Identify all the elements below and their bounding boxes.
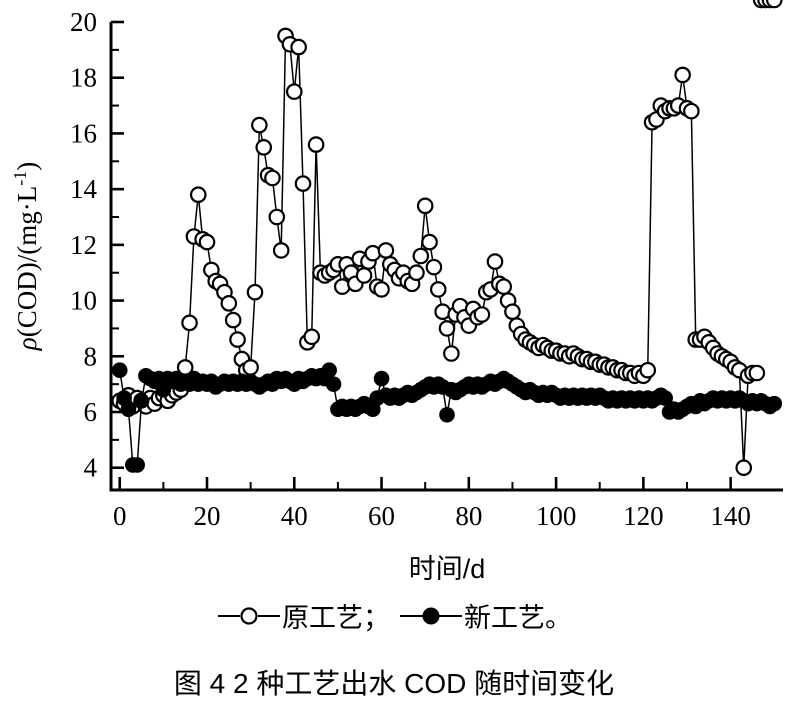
axis-titles-layer: 时间/d ρ(COD)/(mg·L-1) xyxy=(10,162,485,580)
y-tick-label: 14 xyxy=(70,174,98,204)
data-point xyxy=(425,258,443,276)
y-tick-label: 12 xyxy=(70,230,97,260)
y-tick-label: 4 xyxy=(84,453,98,483)
data-point xyxy=(189,186,207,204)
data-point xyxy=(268,208,286,226)
data-point xyxy=(303,328,321,346)
data-point xyxy=(438,320,456,337)
cod-vs-time-chart: 4 6 8 10 12 14 16 18 20 0 20 40 60 80 100 120 140 时间/d ρ(… xyxy=(10,0,783,580)
legend-marker-filled-circle xyxy=(400,607,462,624)
y-tick-label: 8 xyxy=(84,341,98,371)
data-point xyxy=(434,303,451,321)
data-point xyxy=(639,361,657,379)
data-point xyxy=(504,303,521,321)
legend-label-new: 新工艺。 xyxy=(464,603,572,633)
data-point xyxy=(290,38,307,56)
x-tick-label: 100 xyxy=(536,501,577,531)
data-point xyxy=(242,359,259,376)
data-point xyxy=(439,406,455,423)
data-point xyxy=(421,233,438,251)
data-point xyxy=(285,83,303,100)
y-axis-title: ρ(COD)/(mg·L-1) xyxy=(10,162,42,351)
y-tick-label: 6 xyxy=(84,397,98,427)
data-point xyxy=(220,295,238,312)
data-point xyxy=(473,306,491,323)
legend-label-original: 原工艺； xyxy=(282,603,390,633)
data-point xyxy=(255,139,273,156)
y-tick-label: 10 xyxy=(70,286,97,316)
data-point xyxy=(429,281,447,298)
data-point xyxy=(133,393,150,409)
x-tick-label: 80 xyxy=(455,501,482,531)
data-point xyxy=(321,362,337,379)
data-point xyxy=(272,242,290,259)
data-point xyxy=(748,364,766,382)
data-point xyxy=(111,362,128,379)
data-point xyxy=(416,197,434,215)
data-point xyxy=(766,395,783,412)
figure-caption: 图 4 2 种工艺出水 COD 随时间变化 xyxy=(173,668,615,699)
series-original xyxy=(111,0,783,477)
data-point xyxy=(364,244,382,262)
data-point xyxy=(251,116,268,134)
chart-plot-area: 4 6 8 10 12 14 16 18 20 0 20 40 60 80 100 120 140 时间/d ρ(… xyxy=(10,0,783,580)
x-tick-label: 0 xyxy=(113,501,127,531)
data-point xyxy=(408,264,425,282)
series-new xyxy=(111,362,783,473)
legend-marker-open-circle xyxy=(218,606,280,625)
data-point xyxy=(120,401,137,418)
data-point xyxy=(443,345,460,362)
y-tick-label: 18 xyxy=(70,63,97,93)
data-point xyxy=(246,283,264,301)
y-tick-label: 16 xyxy=(70,118,97,148)
axes-layer xyxy=(109,20,783,492)
data-point xyxy=(325,376,342,392)
data-point xyxy=(373,370,390,387)
data-point xyxy=(307,136,325,153)
data-point xyxy=(294,175,312,192)
data-point xyxy=(181,314,198,332)
axis-spines xyxy=(109,22,783,492)
x-tick-label: 20 xyxy=(194,501,221,531)
x-tick-label: 140 xyxy=(710,501,751,531)
tick-labels-layer: 4 6 8 10 12 14 16 18 20 0 20 40 60 80 100 120 140 xyxy=(70,7,751,531)
x-tick-label: 60 xyxy=(368,501,395,531)
data-point xyxy=(377,242,395,259)
series-layer xyxy=(111,0,783,477)
data-point xyxy=(229,331,246,348)
data-point xyxy=(198,233,216,251)
chart-legend: 原工艺； 新工艺。 xyxy=(0,596,788,635)
data-point xyxy=(224,311,242,329)
data-point xyxy=(129,457,145,473)
y-tick-label: 20 xyxy=(70,7,97,37)
data-point xyxy=(264,169,281,187)
data-point xyxy=(355,267,373,284)
data-point xyxy=(674,66,691,84)
data-point xyxy=(333,278,351,295)
data-point xyxy=(683,102,700,120)
x-tick-label: 120 xyxy=(623,501,664,531)
x-tick-label: 40 xyxy=(281,501,308,531)
data-point xyxy=(373,281,390,298)
data-point xyxy=(495,278,513,295)
x-axis-title: 时间/d xyxy=(409,554,486,580)
data-point xyxy=(735,459,753,477)
data-point xyxy=(412,247,430,265)
data-point xyxy=(657,390,673,406)
data-point xyxy=(486,253,504,270)
data-point xyxy=(765,0,783,9)
